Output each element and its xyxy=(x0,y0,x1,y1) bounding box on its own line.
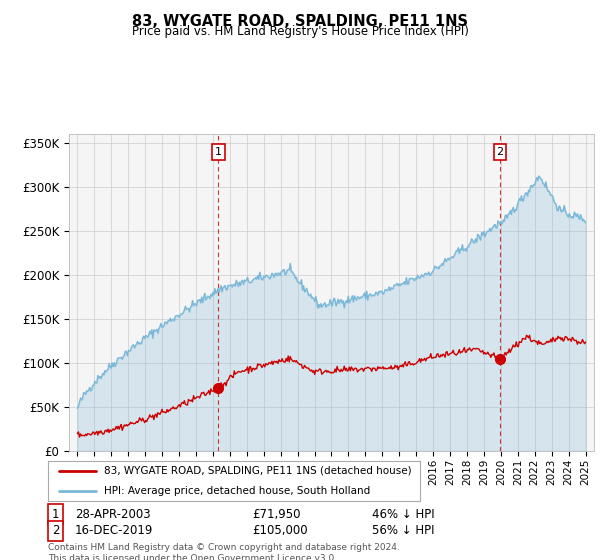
Text: £105,000: £105,000 xyxy=(252,524,308,538)
Text: HPI: Average price, detached house, South Holland: HPI: Average price, detached house, Sout… xyxy=(104,486,370,496)
Text: 2: 2 xyxy=(496,147,503,157)
Text: 1: 1 xyxy=(215,147,222,157)
Text: 83, WYGATE ROAD, SPALDING, PE11 1NS: 83, WYGATE ROAD, SPALDING, PE11 1NS xyxy=(132,14,468,29)
Text: Price paid vs. HM Land Registry's House Price Index (HPI): Price paid vs. HM Land Registry's House … xyxy=(131,25,469,38)
Text: 2: 2 xyxy=(52,524,59,538)
Text: 56% ↓ HPI: 56% ↓ HPI xyxy=(372,524,434,538)
Text: 1: 1 xyxy=(52,507,59,521)
Text: 16-DEC-2019: 16-DEC-2019 xyxy=(75,524,154,538)
Text: Contains HM Land Registry data © Crown copyright and database right 2024.
This d: Contains HM Land Registry data © Crown c… xyxy=(48,543,400,560)
Text: 83, WYGATE ROAD, SPALDING, PE11 1NS (detached house): 83, WYGATE ROAD, SPALDING, PE11 1NS (det… xyxy=(104,466,412,476)
Text: £71,950: £71,950 xyxy=(252,507,301,521)
Text: 28-APR-2003: 28-APR-2003 xyxy=(75,507,151,521)
Text: 46% ↓ HPI: 46% ↓ HPI xyxy=(372,507,434,521)
